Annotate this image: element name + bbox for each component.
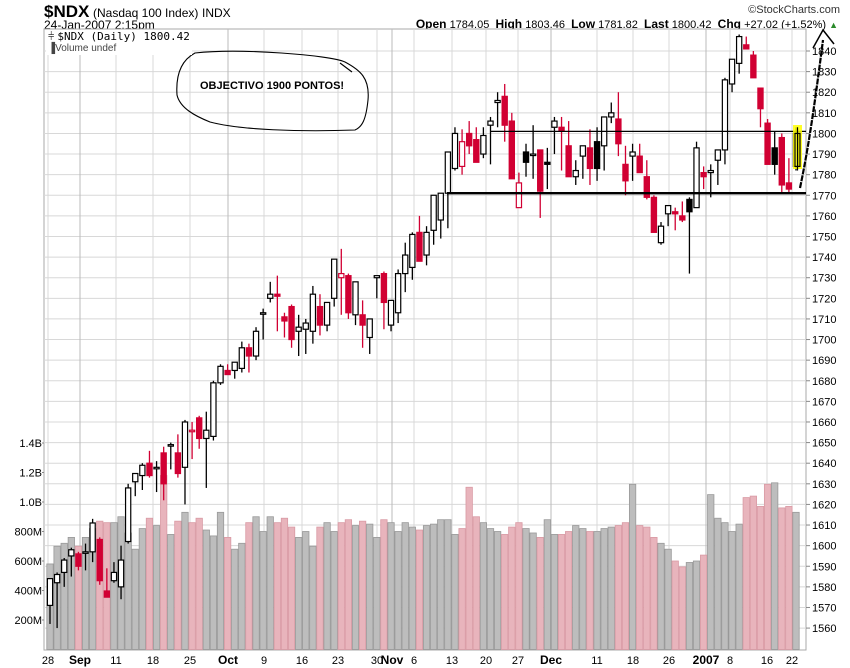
volume-bars-icon: ▐	[48, 43, 56, 54]
price-tick-label: 1680	[812, 376, 836, 388]
date-tick-label: Sep	[69, 653, 91, 667]
volume-tick-label: 400M	[14, 586, 42, 598]
date-tick-label: Dec	[540, 653, 562, 667]
date-tick-label: 13	[446, 655, 458, 667]
price-series-label: $NDX (Daily) 1800.42	[57, 30, 190, 43]
quote-bar: Open 1784.05 High 1803.46 Low 1781.82 La…	[416, 17, 838, 31]
price-tick-label: 1770	[812, 190, 836, 202]
exchange: INDX	[202, 6, 231, 20]
chart-legend: ⫩ $NDX (Daily) 1800.42 ▐Volume undef	[46, 30, 192, 55]
price-tick-label: 1590	[812, 561, 836, 573]
price-tick-label: 1760	[812, 211, 836, 223]
chg-label: Chg	[717, 17, 741, 31]
price-tick-label: 1660	[812, 417, 836, 429]
price-tick-label: 1810	[812, 108, 836, 120]
date-tick-label: 27	[512, 655, 524, 667]
price-tick-label: 1840	[812, 46, 836, 58]
volume-tick-label: 1.4B	[19, 438, 42, 450]
price-tick-label: 1570	[812, 602, 836, 614]
price-tick-label: 1750	[812, 231, 836, 243]
date-tick-label: 16	[761, 655, 773, 667]
price-tick-label: 1640	[812, 458, 836, 470]
volume-tick-label: 1.2B	[19, 468, 42, 480]
price-tick-label: 1690	[812, 355, 836, 367]
low-label: Low	[571, 17, 596, 31]
price-tick-label: 1800	[812, 128, 836, 140]
price-tick-label: 1780	[812, 170, 836, 182]
date-tick-label: 18	[147, 655, 159, 667]
chg-value: +27.02 (+1.52%)	[744, 19, 827, 31]
annotation-text: OBJECTIVO 1900 PONTOS!	[200, 80, 345, 92]
low-value: 1781.82	[598, 19, 638, 31]
drawn-annotations	[176, 28, 835, 195]
price-tick-label: 1700	[812, 335, 836, 347]
last-value: 1800.42	[671, 19, 712, 31]
price-tick-label: 1600	[812, 541, 836, 553]
price-tick-label: 1830	[812, 67, 836, 79]
volume-tick-label: 200M	[14, 615, 42, 627]
date-tick-label: 30	[371, 655, 383, 667]
date-tick-label: 9	[261, 655, 267, 667]
price-tick-label: 1630	[812, 479, 836, 491]
up-arrow-icon: ▲	[829, 20, 838, 30]
date-tick-label: 20	[480, 655, 492, 667]
open-label: Open	[415, 17, 447, 31]
date-tick-label: 28	[42, 655, 54, 667]
price-tick-label: 1580	[812, 582, 836, 594]
chart-title: $NDX (Nasdaq 100 Index) INDX	[44, 2, 231, 22]
date-tick-label: 23	[332, 655, 344, 667]
open-value: 1784.05	[449, 19, 490, 31]
price-tick-label: 1620	[812, 499, 836, 511]
index-name: (Nasdaq 100 Index)	[92, 6, 199, 20]
price-tick-label: 1710	[812, 314, 836, 326]
price-tick-label: 1790	[812, 149, 836, 161]
date-tick-label: 22	[786, 655, 798, 667]
price-tick-label: 1670	[812, 396, 836, 408]
date-tick-label: 8	[727, 655, 733, 667]
price-tick-label: 1730	[812, 273, 836, 285]
date-tick-label: 18	[627, 655, 639, 667]
candlestick-icon: ⫩	[48, 31, 55, 43]
date-tick-label: 2007	[693, 653, 720, 667]
annotation-ellipse	[176, 50, 369, 132]
price-tick-label: 1610	[812, 520, 836, 532]
volume-tick-label: 1.0B	[19, 497, 42, 509]
price-tick-label: 1560	[812, 623, 836, 635]
date-tick-label: 16	[296, 655, 308, 667]
date-tick-label: 26	[663, 655, 675, 667]
volume-tick-label: 600M	[14, 556, 42, 568]
price-tick-label: 1720	[812, 293, 836, 305]
date-tick-label: Nov	[381, 653, 404, 667]
price-tick-label: 1820	[812, 87, 836, 99]
target-arrow	[798, 39, 825, 189]
date-tick-label: 25	[184, 655, 196, 667]
arrow-head-icon	[812, 28, 835, 49]
price-tick-label: 1650	[812, 438, 836, 450]
volume-tick-label: 800M	[14, 527, 42, 539]
date-tick-label: 11	[591, 655, 602, 667]
date-tick-label: 6	[411, 655, 417, 667]
date-tick-label: Oct	[218, 653, 238, 667]
symbol: $NDX	[44, 2, 90, 21]
high-value: 1803.46	[525, 19, 565, 31]
last-label: Last	[644, 17, 669, 31]
stockcharts-credit: ©StockCharts.com	[748, 4, 840, 16]
high-label: High	[495, 17, 523, 31]
volume-series-label: Volume undef	[55, 43, 117, 54]
price-tick-label: 1740	[812, 252, 836, 264]
date-tick-label: 11	[110, 655, 121, 667]
